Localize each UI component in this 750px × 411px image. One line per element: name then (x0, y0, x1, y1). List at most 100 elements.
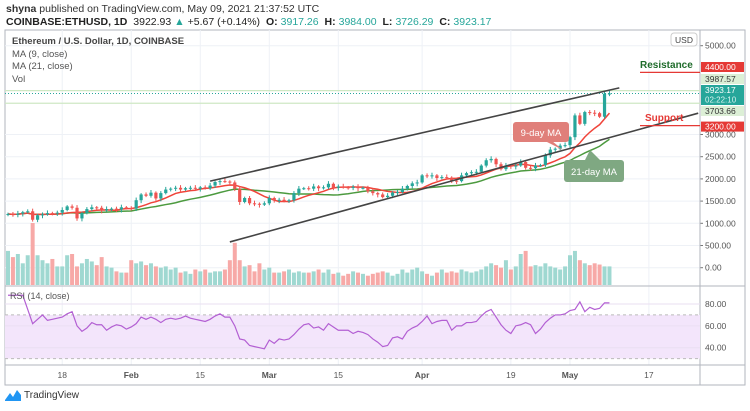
volume-bar (469, 272, 474, 285)
candle-body (307, 188, 311, 190)
candle-body (410, 183, 414, 187)
candle-body (183, 188, 188, 190)
x-tick-label: 15 (196, 370, 206, 380)
price-label-text: 4400.00 (705, 62, 736, 72)
legend-ma21[interactable]: MA (21, close) (12, 61, 73, 72)
candle-body (543, 155, 547, 166)
price-label-last (701, 85, 744, 105)
volume-bar (311, 271, 316, 285)
candle-body (573, 115, 577, 138)
candle-body (395, 191, 400, 193)
volume-bar (395, 273, 400, 285)
candle-body (31, 211, 35, 220)
legend-ma9[interactable]: MA (9, close) (12, 48, 68, 60)
author-name[interactable]: shyna (6, 3, 37, 15)
volume-bar (158, 267, 163, 285)
volume-bar (296, 271, 301, 285)
close-value: 3923.17 (453, 16, 492, 28)
volume-bar (213, 271, 218, 285)
trendline (209, 87, 620, 182)
candle-body (445, 177, 449, 179)
volume-bar (45, 263, 50, 285)
ma9-line (7, 112, 611, 216)
candle-body (243, 197, 247, 202)
low-label: L: (382, 16, 393, 28)
candle-body (312, 186, 316, 189)
candle-body (100, 207, 104, 211)
volume-bar (538, 266, 543, 285)
volume-bar (346, 273, 351, 285)
candle-body (267, 197, 271, 204)
candle-body (336, 186, 340, 188)
y-tick-label: 0.00 (705, 263, 722, 273)
candle-body (134, 200, 138, 209)
candle-body (519, 162, 523, 166)
volume-bar (548, 266, 553, 285)
volume-bar (208, 272, 213, 285)
x-tick-label: 18 (57, 370, 67, 380)
volume-bar (301, 272, 306, 285)
price-label-high (701, 74, 744, 84)
price-label-resistance (701, 62, 744, 72)
candle-body (149, 192, 153, 196)
candle-body (55, 212, 59, 214)
volume-bar (10, 257, 15, 285)
candle-body (26, 211, 30, 213)
volume-bar (533, 265, 538, 285)
x-tick-label: 19 (506, 370, 516, 380)
volume-bar (321, 272, 326, 285)
candle-body (538, 165, 543, 167)
volume-bar (84, 258, 89, 285)
volume-bar (459, 269, 464, 285)
volume-bar (99, 257, 104, 285)
price-label-text: 3987.57 (705, 74, 736, 84)
volume-bar (252, 271, 257, 285)
tradingview-logo[interactable]: TradingView (5, 389, 79, 401)
volume-bar (543, 263, 548, 285)
legend-vol[interactable]: Vol (12, 73, 26, 85)
candle-body (484, 160, 488, 166)
volume-bar (365, 275, 370, 285)
volume-bar (89, 261, 94, 285)
y-tick-label: 5000.00 (705, 41, 736, 51)
candle-body (40, 214, 45, 216)
candle-body (509, 165, 513, 167)
rsi-band (5, 314, 700, 359)
currency-badge-text: USD (675, 35, 693, 45)
candle-body (425, 175, 429, 177)
volume-bar (188, 273, 193, 285)
volume-bar (518, 254, 523, 285)
volume-bar (484, 266, 489, 285)
symbol: COINBASE:ETHUSD, 1D (6, 16, 128, 28)
volume-bar (607, 266, 612, 285)
volume-bar (420, 271, 425, 285)
volume-bar (124, 272, 129, 285)
candle-body (321, 187, 326, 189)
candle-body (11, 213, 15, 215)
brand-name: TradingView (24, 389, 80, 401)
volume-bar (35, 255, 40, 285)
volume-bar (163, 266, 168, 285)
x-tick-label: Mar (262, 370, 278, 380)
price-change: +5.67 (+0.14%) (187, 16, 261, 28)
x-tick-label: 15 (334, 370, 344, 380)
candle-body (188, 187, 193, 189)
candle-body (169, 188, 173, 190)
volume-bar (439, 269, 444, 285)
volume-bar (134, 263, 139, 285)
candle-body (316, 186, 321, 189)
ma9-callout-text: 9-day MA (521, 128, 562, 139)
candle-body (593, 112, 597, 114)
candle-body (524, 162, 528, 168)
price-label-text: 3200.00 (705, 122, 736, 132)
candle-body (479, 165, 483, 172)
last-price: 3922.93 (133, 16, 172, 28)
volume-bar (331, 273, 336, 285)
price-label-low (701, 106, 744, 116)
candle-body (504, 165, 508, 170)
volume-bar (558, 269, 563, 285)
candle-body (119, 207, 123, 210)
volume-bar (114, 271, 119, 285)
volume-bar (193, 269, 198, 285)
